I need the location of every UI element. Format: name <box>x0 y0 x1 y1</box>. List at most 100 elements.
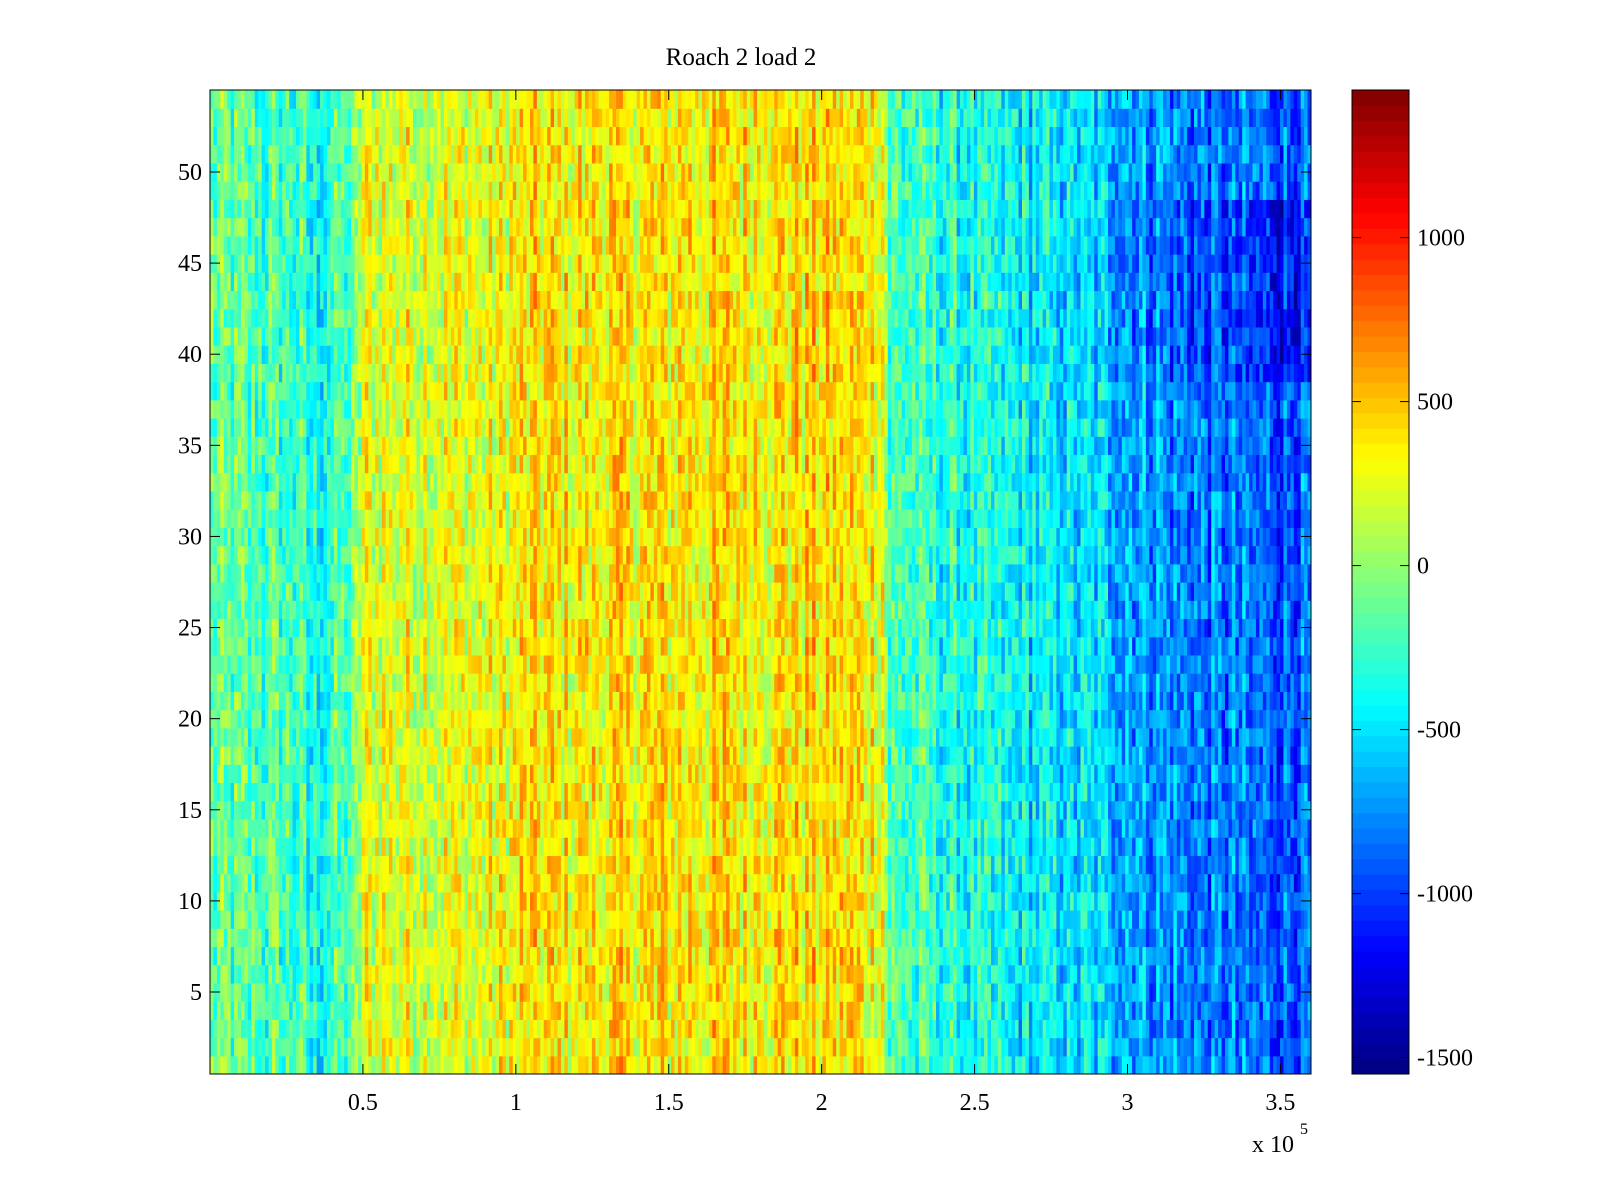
heatmap-cell <box>660 1001 665 1020</box>
heatmap-cell <box>753 928 758 948</box>
heatmap-cell <box>261 1019 266 1039</box>
heatmap-cell <box>781 800 786 820</box>
heatmap-cell <box>667 946 672 966</box>
heatmap-cell <box>1283 946 1288 966</box>
heatmap-cell <box>492 910 497 929</box>
heatmap-cell <box>829 782 834 802</box>
heatmap-cell <box>932 873 937 893</box>
heatmap-cell <box>392 891 397 911</box>
heatmap-cell <box>371 818 376 838</box>
heatmap-cell <box>230 1001 235 1020</box>
heatmap-cell <box>695 946 700 966</box>
heatmap-cell <box>1118 964 1123 984</box>
heatmap-cell <box>313 1001 318 1020</box>
heatmap-cell <box>1211 873 1216 893</box>
heatmap-cell <box>385 1037 390 1057</box>
heatmap-cell <box>419 982 424 1002</box>
heatmap-cell <box>309 1055 314 1074</box>
heatmap-cell <box>1307 1019 1311 1039</box>
heatmap-cell <box>657 800 662 820</box>
heatmap-cell <box>423 873 428 893</box>
heatmap-cell <box>671 928 676 948</box>
heatmap-cell <box>626 910 631 929</box>
heatmap-cell <box>1066 1037 1071 1057</box>
heatmap-cell <box>898 800 903 820</box>
heatmap-cell <box>681 818 686 838</box>
heatmap-cell <box>509 1037 514 1057</box>
heatmap-cell <box>1290 855 1295 875</box>
heatmap-cell <box>285 818 290 838</box>
heatmap-cell <box>980 964 985 984</box>
heatmap-cell <box>1059 946 1064 966</box>
heatmap-cell <box>946 818 951 838</box>
heatmap-cell <box>739 910 744 929</box>
heatmap-cell <box>1283 818 1288 838</box>
heatmap-cell <box>1070 891 1075 911</box>
heatmap-cell <box>351 800 356 820</box>
heatmap-cell <box>994 818 999 838</box>
heatmap-cell <box>296 946 301 966</box>
heatmap-cell <box>1204 910 1209 929</box>
heatmap-cell <box>296 928 301 948</box>
heatmap-cell <box>1015 1037 1020 1057</box>
heatmap-cell <box>791 1001 796 1020</box>
heatmap-cell <box>794 891 799 911</box>
heatmap-cell <box>1046 982 1051 1002</box>
heatmap-cell <box>571 982 576 1002</box>
heatmap-cell <box>818 782 824 802</box>
heatmap-cell <box>536 855 541 875</box>
heatmap-cell <box>1152 891 1157 911</box>
heatmap-cell <box>299 964 304 984</box>
heatmap-cell <box>997 1001 1002 1020</box>
heatmap-cell <box>402 910 407 929</box>
heatmap-cell <box>1087 855 1092 875</box>
heatmap-cell <box>413 800 418 820</box>
heatmap-cell <box>1262 1037 1267 1057</box>
heatmap-cell <box>767 964 772 984</box>
heatmap-cell <box>564 928 569 948</box>
heatmap-cell <box>564 964 569 984</box>
heatmap-cell <box>860 1037 865 1057</box>
heatmap-cell <box>1252 946 1257 966</box>
heatmap-cell <box>997 818 1002 838</box>
heatmap-cell <box>722 873 727 893</box>
heatmap-cell <box>578 873 583 893</box>
heatmap-cell <box>818 946 824 966</box>
heatmap-cell <box>746 818 751 838</box>
heatmap-cell <box>688 1019 693 1039</box>
heatmap-cell <box>1307 1001 1311 1020</box>
heatmap-cell <box>536 982 541 1002</box>
heatmap-cell <box>567 964 572 984</box>
heatmap-cell <box>409 837 414 856</box>
heatmap-cell <box>770 928 775 948</box>
heatmap-cell <box>519 837 524 856</box>
heatmap-cell <box>419 1037 424 1057</box>
heatmap-cell <box>960 855 965 875</box>
heatmap-cell <box>557 1037 562 1057</box>
heatmap-cell <box>1128 928 1133 948</box>
heatmap-cell <box>1052 818 1057 838</box>
heatmap-cell <box>454 1055 459 1074</box>
heatmap-cell <box>1163 982 1168 1002</box>
heatmap-cell <box>798 1001 803 1020</box>
heatmap-cell <box>880 910 885 929</box>
heatmap-cell <box>722 1001 727 1020</box>
heatmap-cell <box>461 837 466 856</box>
heatmap-cell <box>1111 982 1116 1002</box>
heatmap-cell <box>505 928 510 948</box>
heatmap-cell <box>344 818 349 838</box>
heatmap-cell <box>684 910 689 929</box>
heatmap-cell <box>660 964 665 984</box>
heatmap-cell <box>1259 1037 1264 1057</box>
heatmap-cell <box>385 946 390 966</box>
heatmap-cell <box>1228 855 1233 875</box>
heatmap-cell <box>1204 964 1209 984</box>
heatmap-cell <box>344 891 349 911</box>
heatmap-cell <box>443 891 448 911</box>
heatmap-cell <box>894 946 899 966</box>
heatmap-cell <box>1228 982 1233 1002</box>
heatmap-cell <box>285 1019 290 1039</box>
heatmap-cell <box>258 910 263 929</box>
heatmap-cell <box>970 1019 975 1039</box>
heatmap-cell <box>1052 873 1057 893</box>
